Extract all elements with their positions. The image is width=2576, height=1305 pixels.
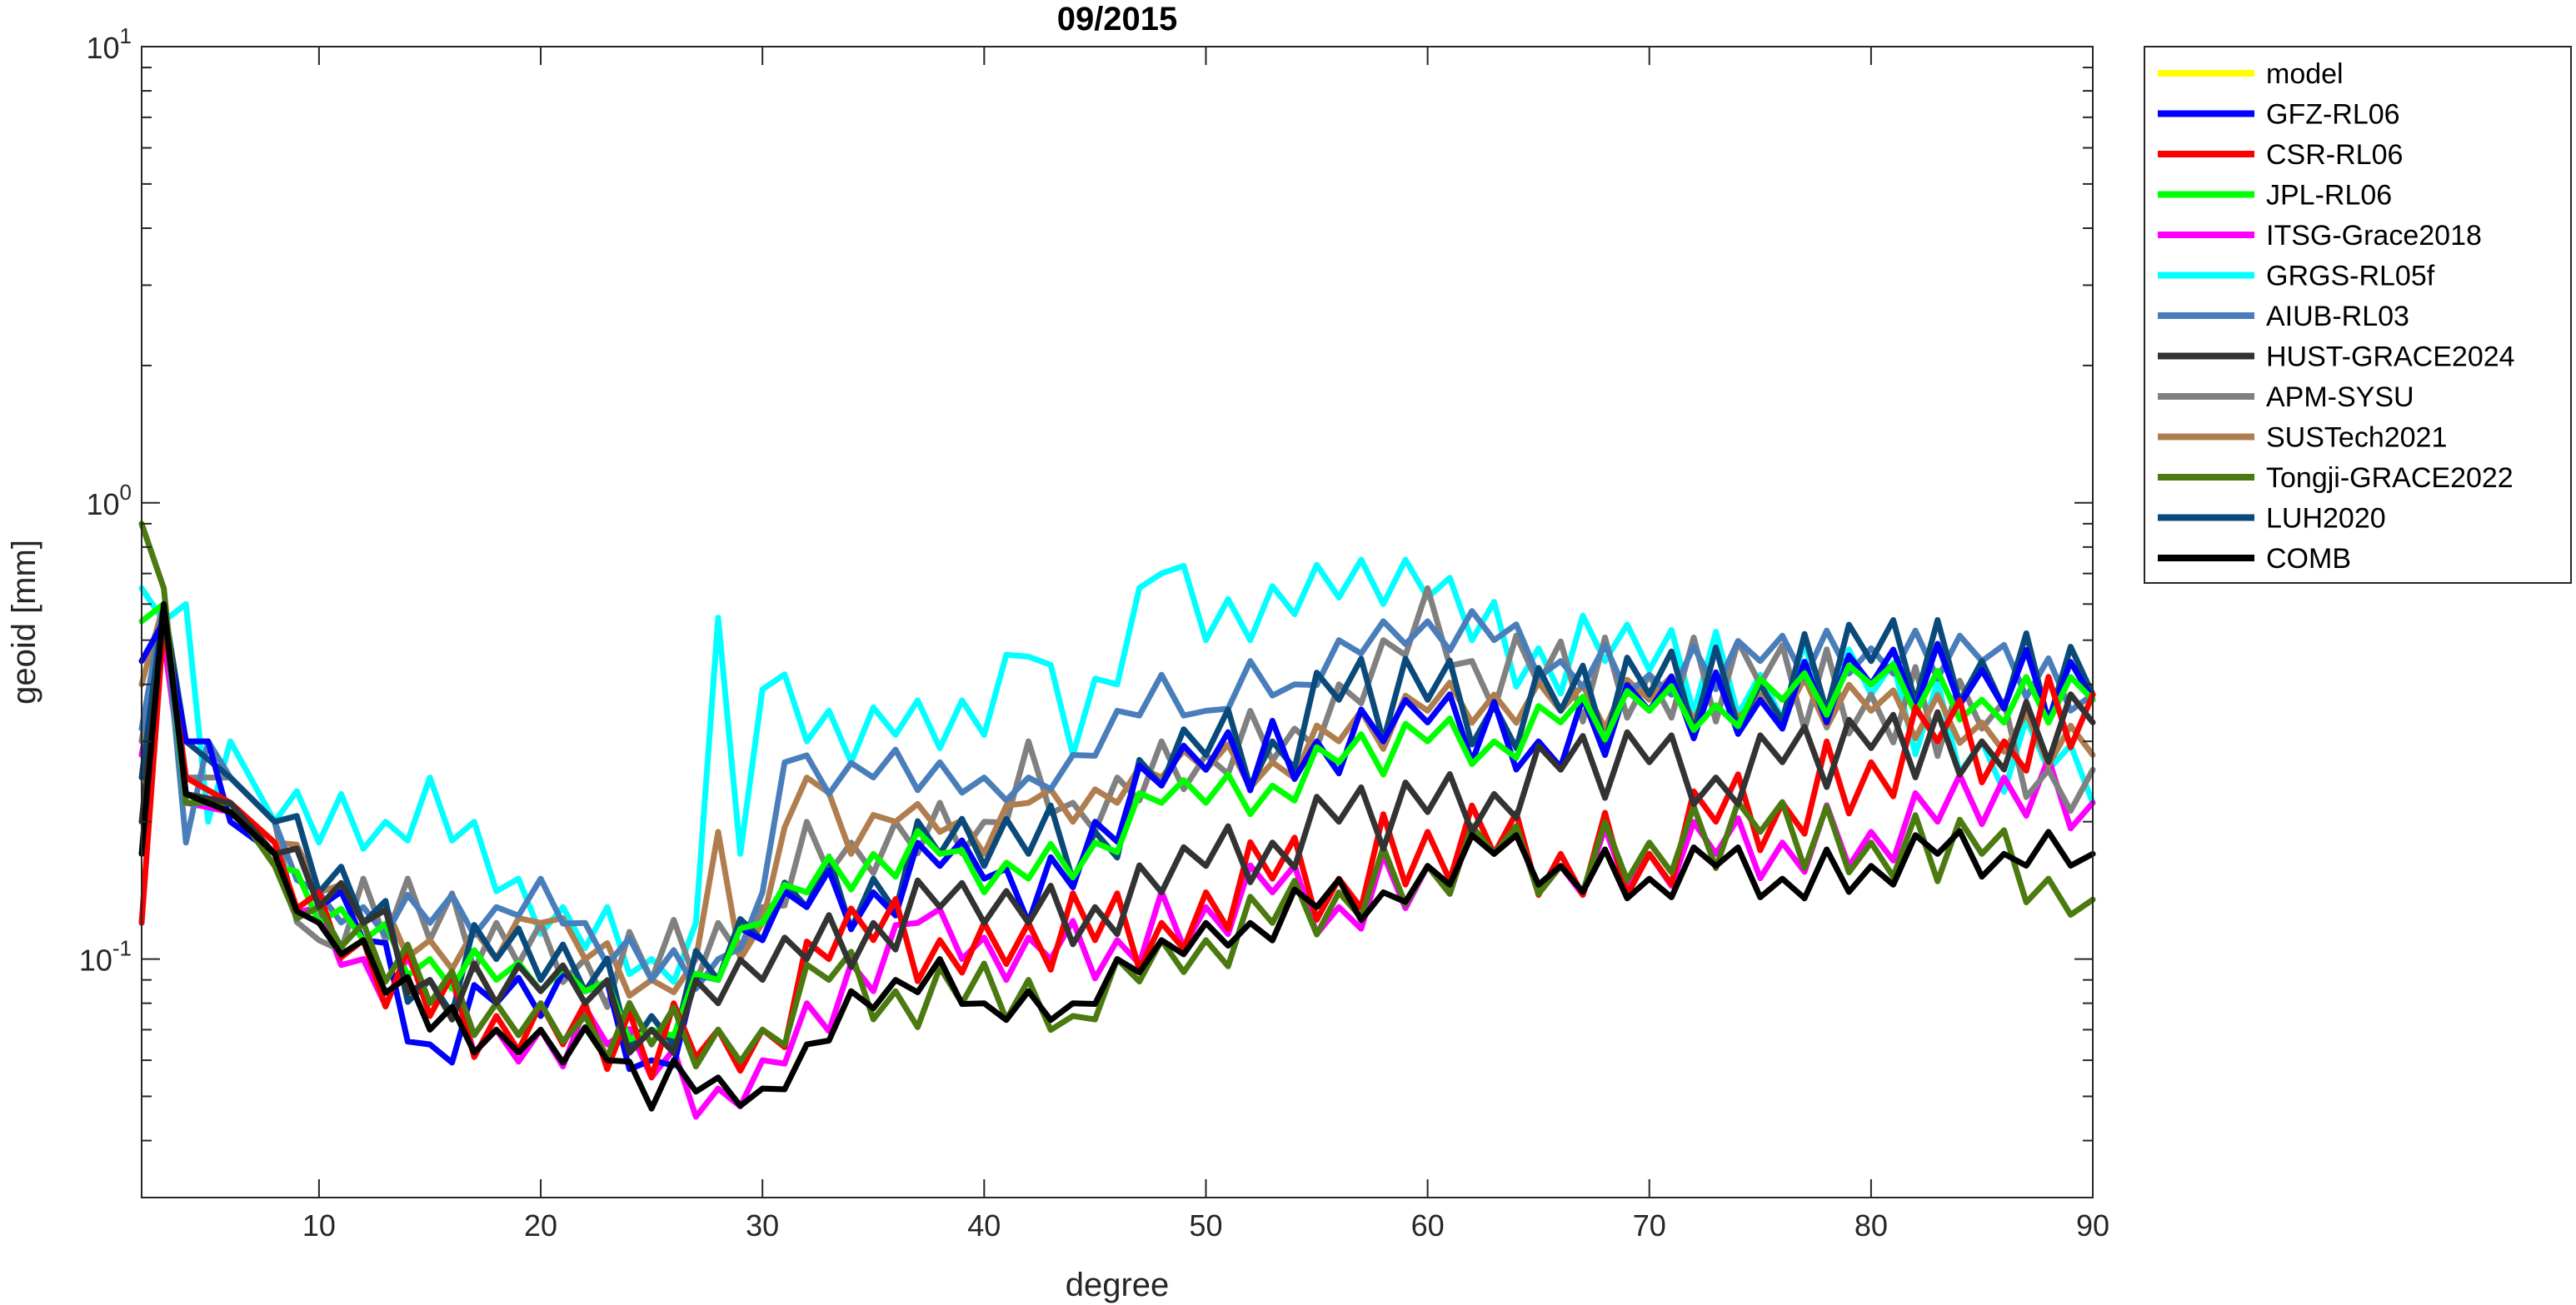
legend-label-csr-rl06: CSR-RL06: [2266, 139, 2403, 171]
x-tick-label: 60: [1411, 1208, 1445, 1243]
legend-label-tongji-grace2022: Tongji-GRACE2022: [2266, 462, 2514, 494]
legend-label-comb: COMB: [2266, 543, 2351, 575]
series-line-aiub-rl03: [138, 600, 2096, 992]
legend-label-apm-sysu: APM-SYSU: [2266, 381, 2414, 413]
y-tick-label: 100: [86, 480, 132, 521]
series-line-comb: [138, 600, 2096, 1112]
axis-layer: 10 20 30 40 50 60 70 80 90 10-1 100 101: [79, 23, 2109, 1243]
legend-label-gfz-rl06: GFZ-RL06: [2266, 99, 2400, 131]
series-line-luh2020: [138, 600, 2096, 1052]
y-tick-label: 10-1: [79, 936, 132, 978]
legend-label-itsg-grace2018: ITSG-Grace2018: [2266, 220, 2482, 252]
legend-label-grgs-rl05f: GRGS-RL05f: [2266, 261, 2435, 292]
y-axis-label: geoid [mm]: [6, 540, 42, 705]
legend-label-aiub-rl03: AIUB-RL03: [2266, 301, 2409, 332]
legend: model GFZ-RL06 CSR-RL06 JPL-RL06 ITSG-Grace2…: [2144, 46, 2572, 584]
series-line-csr-rl06: [138, 618, 2096, 1081]
legend-label-model: model: [2266, 58, 2344, 90]
x-tick-label: 40: [967, 1208, 1001, 1243]
x-tick-label: 80: [1855, 1208, 1888, 1243]
legend-label-hust-grace2024: HUST-GRACE2024: [2266, 341, 2515, 373]
chart-title: 09/2015: [1057, 1, 1178, 37]
series-line-hust-grace2024: [138, 607, 2096, 1056]
x-tick-label: 70: [1633, 1208, 1666, 1243]
x-tick-label: 30: [746, 1208, 779, 1243]
legend-label-jpl-rl06: JPL-RL06: [2266, 180, 2392, 212]
legend-label-luh2020: LUH2020: [2266, 503, 2386, 535]
x-tick-label: 20: [524, 1208, 557, 1243]
plot-frame: [141, 46, 2094, 1198]
x-tick-label: 50: [1189, 1208, 1222, 1243]
legend-label-sustech2021: SUSTech2021: [2266, 422, 2447, 454]
x-axis-label: degree: [1066, 1267, 1170, 1303]
x-tick-label: 10: [302, 1208, 336, 1243]
series-line-jpl-rl06: [138, 600, 2096, 1043]
series-layer: [138, 521, 2096, 1120]
x-tick-label: 90: [2076, 1208, 2109, 1243]
y-tick-label: 101: [86, 23, 132, 65]
